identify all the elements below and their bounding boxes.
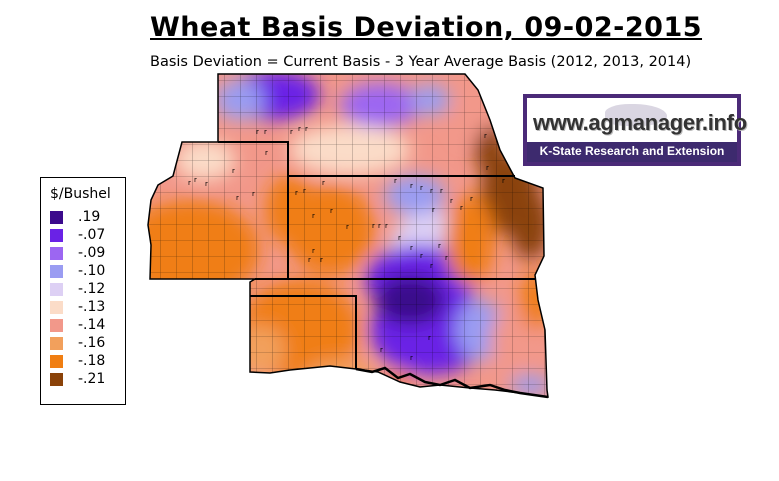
- map-title: Wheat Basis Deviation, 09-02-2015: [150, 12, 703, 43]
- svg-text:r: r: [484, 132, 487, 140]
- legend-item: -.14: [50, 317, 124, 333]
- svg-text:r: r: [295, 189, 298, 197]
- legend-label: -.18: [78, 353, 106, 369]
- legend-label: -.21: [78, 371, 106, 387]
- svg-text:r: r: [205, 180, 208, 188]
- svg-text:r: r: [303, 187, 306, 195]
- state-border-panhandle: [250, 295, 357, 369]
- svg-text:r: r: [486, 164, 489, 172]
- legend-swatch: [50, 265, 63, 278]
- legend-swatch: [50, 211, 63, 224]
- svg-text:r: r: [502, 177, 505, 185]
- legend-item: -.09: [50, 245, 124, 261]
- legend-item: -.18: [50, 353, 124, 369]
- legend-item: .19: [50, 209, 124, 225]
- legend-item: -.12: [50, 281, 124, 297]
- svg-text:r: r: [194, 176, 197, 184]
- svg-text:r: r: [320, 256, 323, 264]
- legend-swatch: [50, 247, 63, 260]
- svg-text:r: r: [385, 222, 388, 230]
- svg-text:r: r: [410, 244, 413, 252]
- logo-url-text: www.agmanager.info: [533, 110, 747, 135]
- svg-text:r: r: [428, 334, 431, 342]
- svg-text:r: r: [378, 222, 381, 230]
- legend-swatch: [50, 337, 63, 350]
- legend-swatch: [50, 373, 63, 386]
- map-subtitle: Basis Deviation = Current Basis - 3 Year…: [150, 54, 692, 70]
- svg-text:r: r: [264, 128, 267, 136]
- svg-text:r: r: [432, 206, 435, 214]
- logo-footer-bar: K-State Research and Extension: [527, 142, 737, 162]
- svg-text:r: r: [330, 207, 333, 215]
- svg-text:r: r: [410, 182, 413, 190]
- choropleth-surface: [148, 74, 548, 397]
- svg-text:r: r: [252, 190, 255, 198]
- agmanager-logo[interactable]: www.agmanager.info K-State Research and …: [523, 94, 747, 166]
- svg-text:r: r: [312, 212, 315, 220]
- svg-text:r: r: [380, 346, 383, 354]
- svg-text:r: r: [305, 125, 308, 133]
- svg-text:r: r: [420, 184, 423, 192]
- legend-label: -.09: [78, 245, 106, 261]
- legend-label: -.10: [78, 263, 106, 279]
- legend-swatch: [50, 355, 63, 368]
- svg-text:r: r: [298, 125, 301, 133]
- red-river-border: [355, 366, 549, 399]
- legend-swatch: [50, 319, 63, 332]
- svg-text:r: r: [232, 167, 235, 175]
- legend-item: -.21: [50, 371, 124, 387]
- region-outline: [147, 73, 549, 398]
- svg-text:r: r: [438, 242, 441, 250]
- legend-item: -.10: [50, 263, 124, 279]
- svg-text:r: r: [410, 354, 413, 362]
- legend-item: -.13: [50, 299, 124, 315]
- svg-text:r: r: [440, 187, 443, 195]
- legend-swatch: [50, 301, 63, 314]
- legend-item: -.16: [50, 335, 124, 351]
- legend-item: -.07: [50, 227, 124, 243]
- svg-text:r: r: [188, 179, 191, 187]
- svg-text:r: r: [290, 128, 293, 136]
- legend-label: -.13: [78, 299, 106, 315]
- svg-text:r: r: [322, 179, 325, 187]
- state-border-nebraska-kansas: [218, 141, 515, 177]
- svg-text:r: r: [445, 254, 448, 262]
- svg-text:r: r: [394, 177, 397, 185]
- legend-swatch: [50, 229, 63, 242]
- kansas-state-shape-icon: [605, 104, 667, 126]
- svg-text:r: r: [430, 262, 433, 270]
- svg-text:r: r: [256, 128, 259, 136]
- svg-text:r: r: [312, 247, 315, 255]
- legend-swatch: [50, 283, 63, 296]
- logo-org-text: K-State Research and Extension: [539, 144, 725, 158]
- svg-text:r: r: [398, 234, 401, 242]
- legend-title: $/Bushel: [50, 186, 111, 202]
- legend-label: -.12: [78, 281, 106, 297]
- svg-text:r: r: [450, 197, 453, 205]
- svg-text:r: r: [470, 195, 473, 203]
- legend-label: -.16: [78, 335, 106, 351]
- svg-text:r: r: [265, 149, 268, 157]
- svg-text:r: r: [236, 194, 239, 202]
- legend-label: -.07: [78, 227, 106, 243]
- svg-text:r: r: [460, 204, 463, 212]
- svg-text:r: r: [308, 256, 311, 264]
- svg-text:r: r: [346, 223, 349, 231]
- svg-text:r: r: [420, 252, 423, 260]
- svg-text:r: r: [372, 222, 375, 230]
- legend: $/Bushel .19 -.07 -.09 -.10 -.12 -.13 -.…: [40, 177, 126, 405]
- legend-label: -.14: [78, 317, 106, 333]
- legend-label: .19: [78, 209, 101, 225]
- svg-text:r: r: [430, 187, 433, 195]
